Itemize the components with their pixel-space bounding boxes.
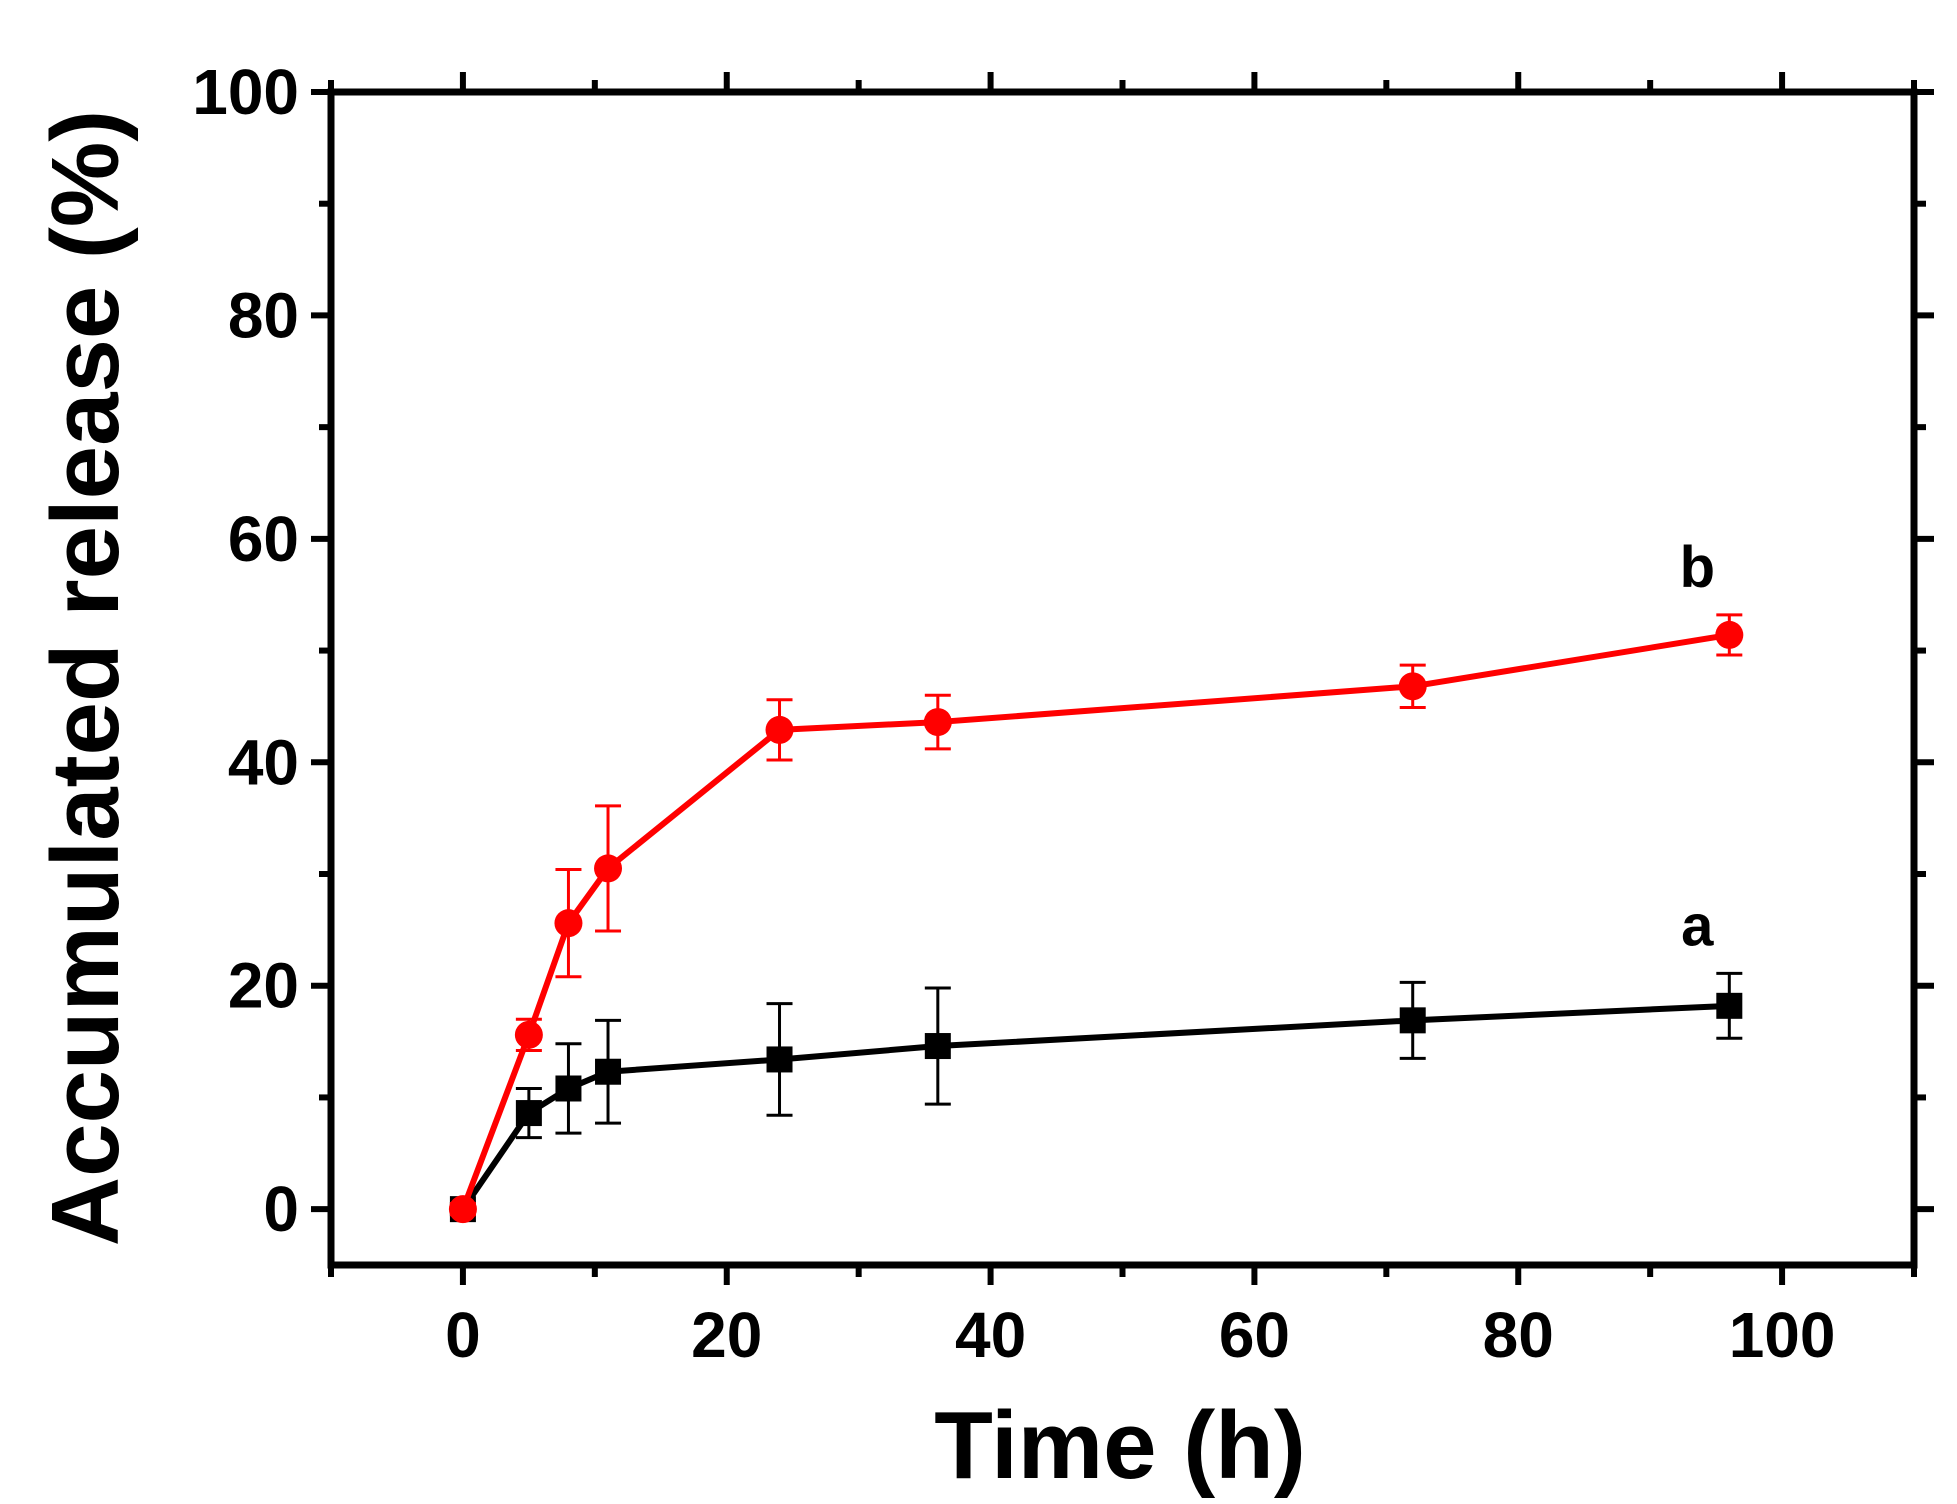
series-b-label: b: [1680, 535, 1715, 600]
y-tick-label: 20: [228, 950, 299, 1022]
y-tick-label: 60: [228, 503, 299, 575]
y-axis-title: Accumulated release (%): [32, 110, 139, 1246]
series-layer: ab: [448, 535, 1744, 1224]
series-b-line: [460, 631, 1730, 1211]
series-a-point: [515, 1100, 542, 1127]
ticks-layer: 0 20 40 60 80 100 0 20 40 60 80 100: [192, 56, 1934, 1371]
x-tick-label: 60: [1219, 1299, 1290, 1371]
series-a: a: [449, 893, 1743, 1223]
series-a-point: [595, 1058, 622, 1085]
series-b-point: [554, 909, 583, 938]
y-tick-label: 40: [228, 726, 299, 798]
y-tick-label: 100: [192, 56, 299, 128]
y-tick-label: 80: [228, 279, 299, 351]
series-a-line: [460, 1002, 1730, 1211]
series-b: b: [448, 535, 1744, 1224]
plot-frame: [327, 88, 1918, 1269]
y-tick-label: 0: [263, 1173, 299, 1245]
x-tick-label: 0: [445, 1299, 481, 1371]
series-a-label: a: [1681, 893, 1714, 958]
series-a-point: [766, 1046, 793, 1073]
x-tick-label: 100: [1729, 1299, 1836, 1371]
series-b-point: [1398, 672, 1427, 701]
x-tick-label: 40: [955, 1299, 1026, 1371]
series-b-point: [923, 708, 952, 737]
series-b-point: [594, 854, 623, 883]
series-a-point: [555, 1075, 582, 1102]
series-a-point: [1399, 1007, 1426, 1034]
series-b-point: [514, 1020, 543, 1049]
series-b-point: [1715, 620, 1744, 649]
x-axis-title: Time (h): [934, 1392, 1306, 1499]
series-b-point: [765, 715, 794, 744]
x-tick-label: 20: [691, 1299, 762, 1371]
series-a-point: [1716, 992, 1743, 1019]
series-a-point: [924, 1033, 951, 1060]
x-tick-label: 80: [1483, 1299, 1554, 1371]
series-b-point: [448, 1195, 477, 1224]
